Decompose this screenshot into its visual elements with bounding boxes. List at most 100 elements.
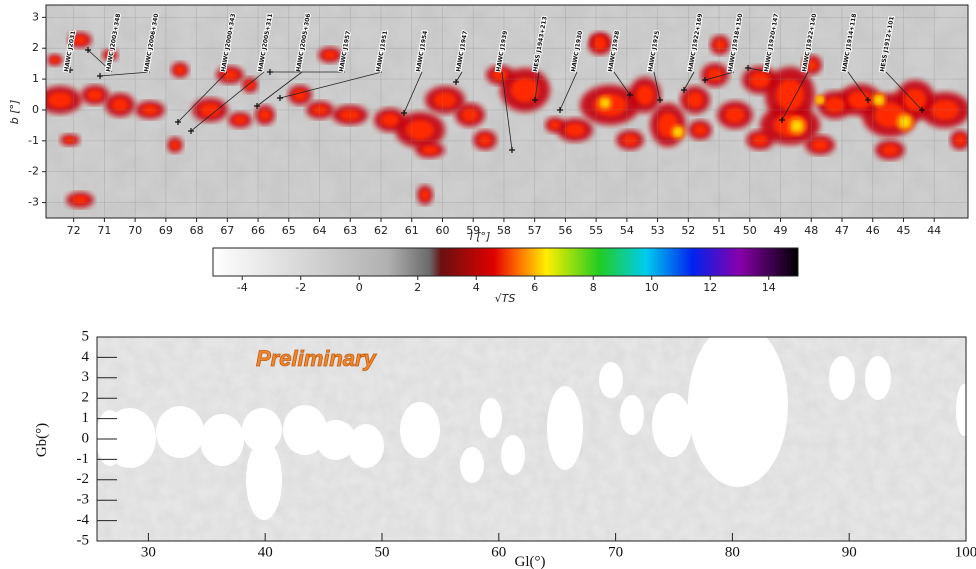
x-tick-label: 51 — [712, 224, 726, 237]
source-marker — [779, 117, 785, 123]
x-tick-label: 59 — [466, 224, 480, 237]
y-tick-label: -1 — [77, 451, 90, 467]
masked-region — [956, 384, 966, 436]
colorbar-tick-label: 2 — [414, 281, 421, 294]
x-tick-label: 100 — [955, 544, 976, 560]
x-tick-label: 66 — [251, 224, 265, 237]
masked-region — [599, 362, 623, 398]
y-tick-label: 1 — [32, 72, 39, 85]
emission-peak — [792, 121, 802, 131]
emission-core — [461, 108, 479, 122]
x-tick-label: 63 — [343, 224, 357, 237]
emission-core — [340, 109, 360, 121]
source-pointer — [99, 71, 151, 77]
x-tick-label: 45 — [896, 224, 910, 237]
y-axis-label: Gb(°) — [34, 423, 50, 457]
source-pointer — [256, 71, 303, 107]
emission-core — [421, 145, 439, 155]
colorbar-tick-label: 8 — [590, 281, 597, 294]
colorbar — [212, 247, 799, 277]
x-tick-label: 58 — [497, 224, 511, 237]
x-tick-label: 46 — [866, 224, 880, 237]
y-tick-label: 3 — [82, 369, 90, 385]
y-axis-label: b [°] — [8, 100, 21, 125]
emission-core — [707, 68, 723, 82]
x-tick-label: 54 — [620, 224, 634, 237]
x-tick-label: 69 — [159, 224, 173, 237]
emission-core — [714, 39, 726, 51]
source-pointer — [559, 71, 578, 111]
source-pointer — [613, 71, 631, 96]
x-axis-label: Gl(°) — [515, 554, 546, 569]
x-tick-label: 68 — [190, 224, 204, 237]
x-tick-label: 44 — [927, 224, 941, 237]
source-pointer — [683, 71, 695, 91]
source-marker — [702, 77, 708, 83]
masked-region — [480, 398, 502, 438]
emission-peak — [817, 97, 823, 103]
emission-core — [693, 124, 707, 136]
emission-core — [312, 105, 328, 115]
x-tick-label: 49 — [774, 224, 788, 237]
masked-region — [246, 440, 282, 520]
masked-region — [547, 386, 583, 470]
x-tick-label: 62 — [374, 224, 388, 237]
x-tick-label: 70 — [128, 224, 142, 237]
y-tick-label: -1 — [28, 134, 39, 147]
masked-region — [97, 410, 124, 466]
emission-core — [200, 103, 220, 117]
x-tick-label: 47 — [835, 224, 849, 237]
colorbar-tick-label: -4 — [237, 281, 248, 294]
source-marker — [67, 67, 73, 73]
y-tick-label: 3 — [32, 10, 39, 23]
x-axis-label: l [°] — [470, 230, 491, 243]
emission-peak — [875, 96, 883, 104]
masked-region — [501, 435, 525, 475]
source-marker — [919, 107, 925, 113]
colorbar-tick-label: 10 — [645, 281, 659, 294]
source-pointer — [747, 67, 771, 73]
masked-region — [688, 337, 788, 487]
emission-core — [565, 123, 585, 137]
x-tick-label: 60 — [491, 544, 506, 560]
emission-core — [245, 80, 255, 90]
source-marker — [188, 128, 194, 134]
masked-region — [156, 406, 204, 458]
source-marker — [681, 87, 687, 93]
colorbar-tick-label: 14 — [762, 281, 776, 294]
y-tick-label: -3 — [28, 196, 39, 209]
source-pointer — [403, 71, 423, 114]
x-tick-label: 50 — [374, 544, 389, 560]
colorbar-tick-label: 0 — [356, 281, 363, 294]
masked-region — [620, 395, 644, 435]
y-tick-label: 5 — [82, 328, 90, 344]
x-tick-label: 30 — [141, 544, 156, 560]
emission-core — [47, 92, 73, 108]
emission-core — [511, 77, 539, 103]
emission-core — [806, 59, 818, 71]
emission-core — [434, 92, 456, 108]
source-marker — [85, 47, 91, 53]
annotation: Preliminary — [256, 346, 378, 371]
y-tick-label: 2 — [32, 41, 39, 54]
x-tick-label: 53 — [651, 224, 665, 237]
sky-map — [97, 337, 966, 541]
y-tick-label: -5 — [77, 532, 90, 548]
y-tick-label: 0 — [32, 103, 39, 116]
y-tick-label: -3 — [77, 492, 90, 508]
source-pointer — [190, 71, 265, 132]
emission-core — [904, 89, 926, 111]
x-tick-label: 67 — [220, 224, 234, 237]
masked-region — [400, 402, 440, 458]
emission-core — [141, 105, 159, 115]
emission-core — [725, 107, 745, 123]
source-marker — [401, 110, 407, 116]
x-tick-label: 40 — [258, 544, 273, 560]
source-pointer — [455, 71, 463, 83]
masked-region — [348, 424, 384, 468]
emission-core — [50, 56, 60, 64]
emission-core — [259, 109, 271, 121]
plot-frame — [45, 4, 969, 219]
emission-core — [111, 98, 129, 112]
y-tick-label: -2 — [28, 165, 39, 178]
